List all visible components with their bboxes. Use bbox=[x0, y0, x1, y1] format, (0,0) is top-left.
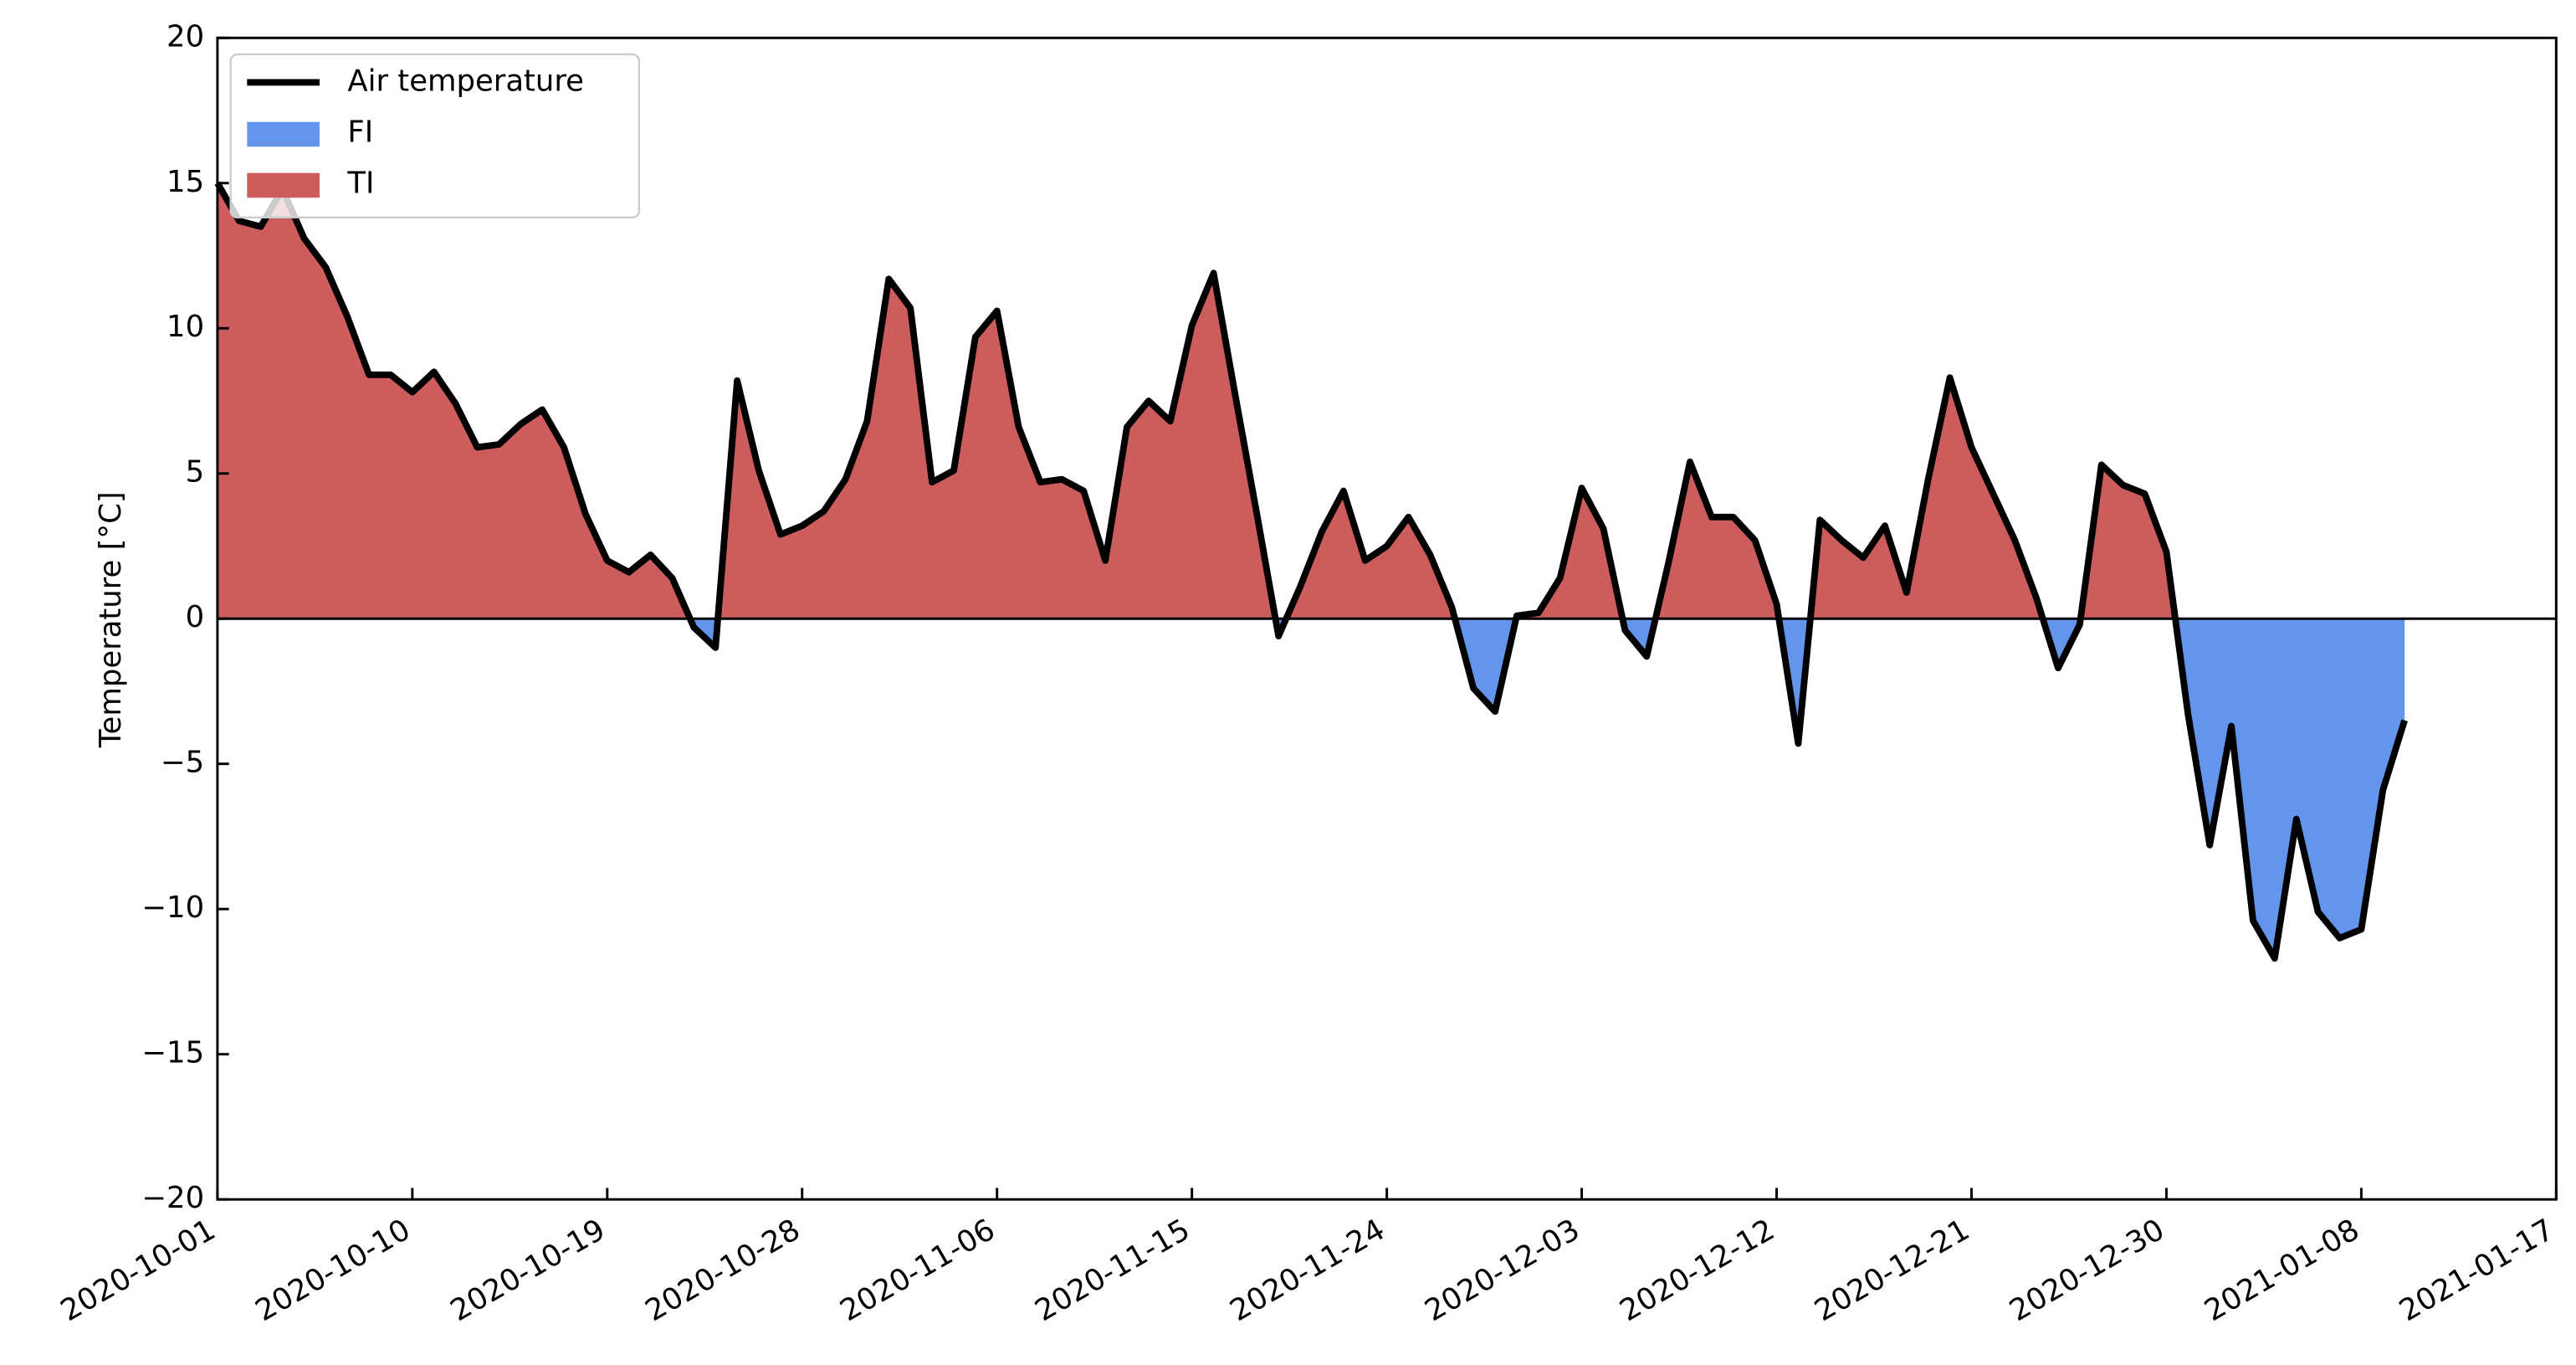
y-axis-label: Temperature [°C] bbox=[94, 491, 128, 748]
legend-label: FI bbox=[347, 115, 373, 149]
fill-area bbox=[217, 618, 2405, 959]
legend: Air temperature FI TI bbox=[229, 53, 641, 219]
x-tick-label: 2021-01-08 bbox=[2199, 1213, 2365, 1328]
y-tick-label: −15 bbox=[141, 1036, 204, 1070]
legend-label: Air temperature bbox=[347, 64, 584, 98]
y-tick-label: 5 bbox=[186, 455, 205, 490]
y-tick-label: −10 bbox=[141, 890, 204, 925]
legend-patch bbox=[247, 121, 320, 147]
fill-area bbox=[217, 182, 2405, 619]
y-tick-label: −20 bbox=[141, 1181, 204, 1215]
x-tick-label: 2021-01-17 bbox=[2394, 1213, 2560, 1328]
x-tick-label: 2020-12-21 bbox=[1809, 1213, 1975, 1328]
y-tick-label: 0 bbox=[186, 600, 205, 634]
legend-box bbox=[229, 53, 641, 219]
x-tick-label: 2020-11-06 bbox=[834, 1213, 1001, 1328]
legend-patch bbox=[247, 172, 320, 198]
x-tick-label: 2020-10-28 bbox=[639, 1213, 806, 1328]
x-tick-label: 2020-10-10 bbox=[250, 1213, 417, 1328]
x-tick-label: 2020-12-03 bbox=[1419, 1213, 1585, 1328]
x-tick-label: 2020-12-30 bbox=[2004, 1213, 2170, 1328]
x-tick-label: 2020-11-24 bbox=[1224, 1213, 1390, 1328]
x-tick-label: 2020-12-12 bbox=[1614, 1213, 1780, 1328]
y-tick-label: 20 bbox=[166, 19, 204, 54]
x-tick-label: 2020-10-19 bbox=[445, 1213, 612, 1328]
x-tick-label: 2020-11-15 bbox=[1029, 1213, 1196, 1328]
line bbox=[214, 181, 2408, 962]
y-tick-label: −5 bbox=[161, 746, 204, 780]
legend-label: TI bbox=[346, 166, 374, 200]
y-tick-label: 10 bbox=[166, 310, 204, 344]
y-tick-label: 15 bbox=[166, 165, 204, 199]
x-tick-label: 2020-10-01 bbox=[55, 1213, 222, 1328]
